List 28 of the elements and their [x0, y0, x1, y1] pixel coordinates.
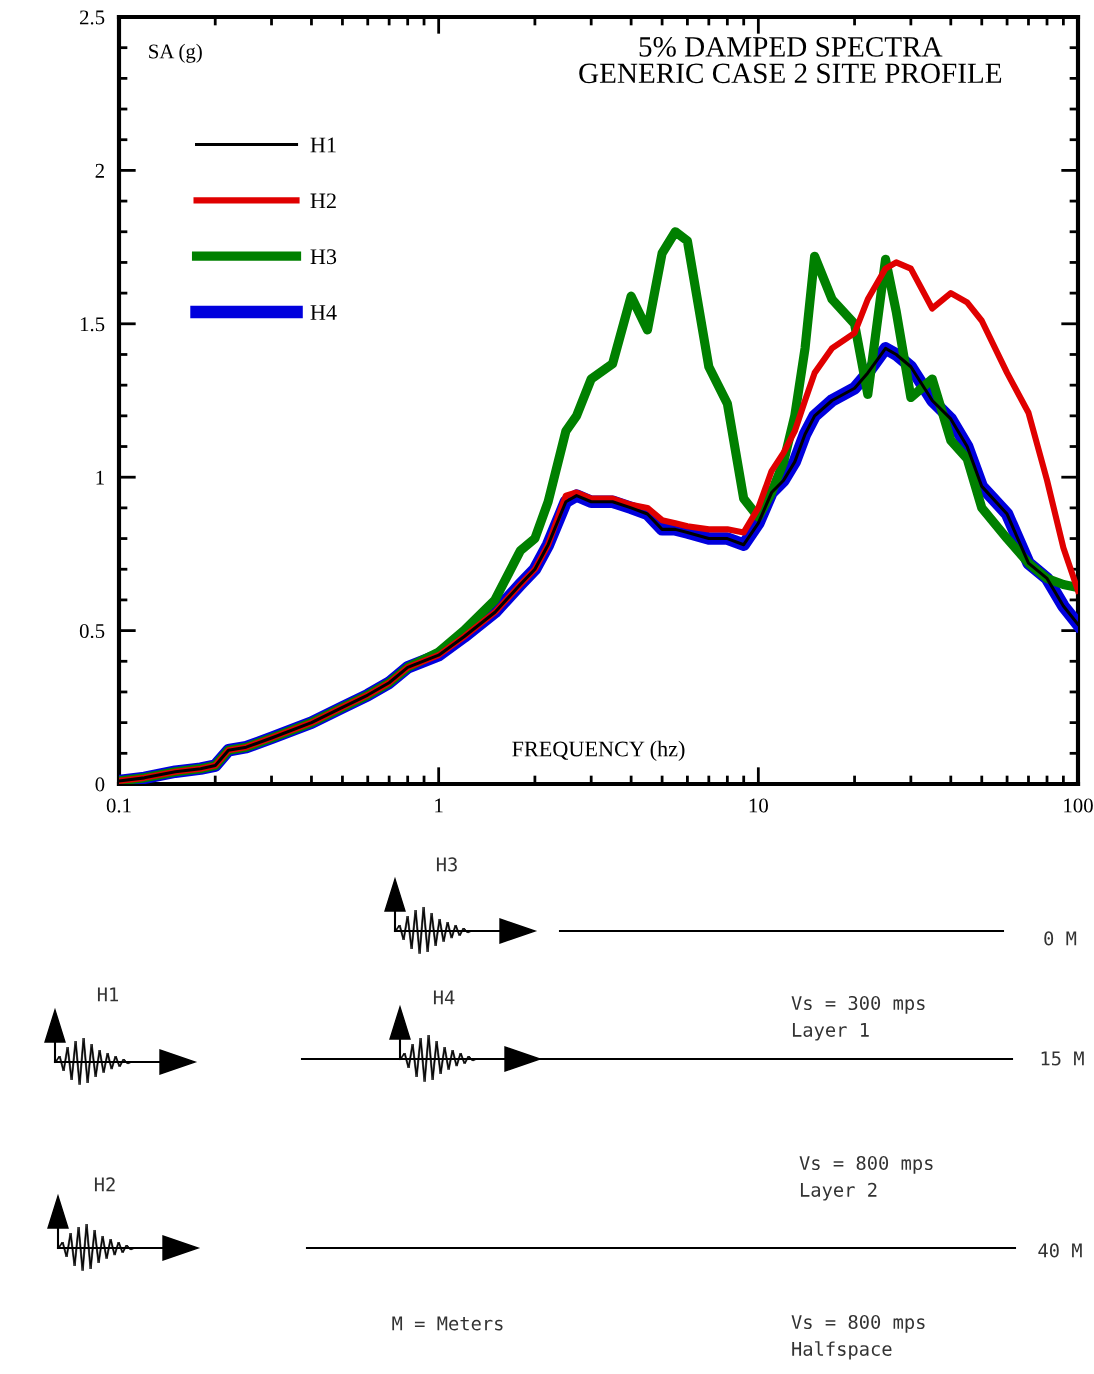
legend-label: H3: [310, 249, 337, 265]
legend-label: H2: [310, 193, 336, 209]
x-tick-label: 0.1: [106, 798, 131, 813]
text: 40 M: [1038, 1243, 1082, 1258]
text: Vs = 800 mps Layer 2: [799, 1155, 933, 1201]
y-tick-label: 2.5: [79, 10, 105, 25]
x-tick-label: 1: [435, 798, 443, 813]
text: M = Meters: [392, 1316, 503, 1331]
y-tick-label: 1: [96, 470, 104, 485]
y-axis-title: SA (g): [149, 43, 202, 63]
x-tick-label: 10: [749, 798, 768, 813]
text: H1: [97, 987, 119, 1002]
text: Vs = 300 mps Layer 1: [791, 995, 925, 1041]
x-tick-label: 100: [1064, 798, 1093, 813]
legend-label: H1: [310, 137, 336, 153]
y-tick-label: 1.5: [80, 317, 105, 332]
text: H4: [433, 990, 455, 1005]
text: Vs = 800 mps Halfspace: [791, 1314, 925, 1360]
y-tick-label: 0: [95, 777, 105, 792]
y-tick-label: 2: [95, 163, 104, 178]
x-axis-title: FREQUENCY (hz): [512, 740, 685, 761]
text: 5% DAMPED SPECTRA GENERIC CASE 2 SITE PROFILE: [579, 37, 1002, 84]
y-tick-label: 0.5: [79, 623, 105, 639]
text: H3: [436, 857, 457, 872]
text: 0 M: [1044, 931, 1077, 946]
text: H2: [94, 1177, 115, 1192]
text: 15 M: [1041, 1051, 1084, 1066]
legend-label: H4: [310, 305, 337, 320]
